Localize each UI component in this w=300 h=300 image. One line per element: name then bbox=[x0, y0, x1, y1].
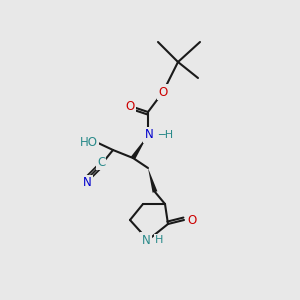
Text: N: N bbox=[142, 233, 150, 247]
Text: O: O bbox=[158, 85, 168, 98]
Text: O: O bbox=[188, 214, 196, 226]
Polygon shape bbox=[148, 168, 158, 193]
Text: N: N bbox=[145, 128, 153, 142]
Text: HO: HO bbox=[80, 136, 98, 148]
Text: O: O bbox=[125, 100, 135, 112]
Text: C: C bbox=[97, 155, 105, 169]
Polygon shape bbox=[131, 135, 148, 159]
Text: N: N bbox=[82, 176, 91, 190]
Text: H: H bbox=[155, 235, 164, 245]
Text: ─H: ─H bbox=[158, 130, 173, 140]
